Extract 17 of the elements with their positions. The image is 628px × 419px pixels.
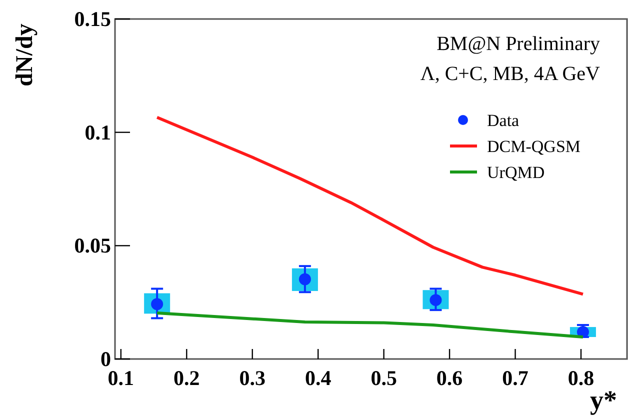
y-tick-label: 0.1 (84, 120, 111, 144)
y-tick-label: 0.15 (74, 7, 111, 31)
x-tick-label: 0.5 (370, 366, 397, 390)
x-tick-label: 0.2 (174, 366, 200, 390)
x-tick-label: 0.6 (436, 366, 463, 390)
legend-label: DCM-QGSM (487, 137, 581, 156)
legend-label: UrQMD (487, 163, 545, 182)
legend-label: Data (487, 111, 520, 130)
line-series (156, 311, 584, 339)
x-tick-label: 0.4 (304, 366, 332, 390)
y-tick-label: 0.05 (74, 234, 111, 258)
y-axis-title: dN/dy (12, 24, 38, 86)
x-tick-label: 0.3 (239, 366, 266, 390)
line-series (156, 116, 584, 296)
annotation: BM@N Preliminary (436, 33, 600, 55)
x-tick-label: 0.7 (502, 366, 528, 390)
annotation: Λ, C+C, MB, 4A GeV (420, 63, 601, 85)
